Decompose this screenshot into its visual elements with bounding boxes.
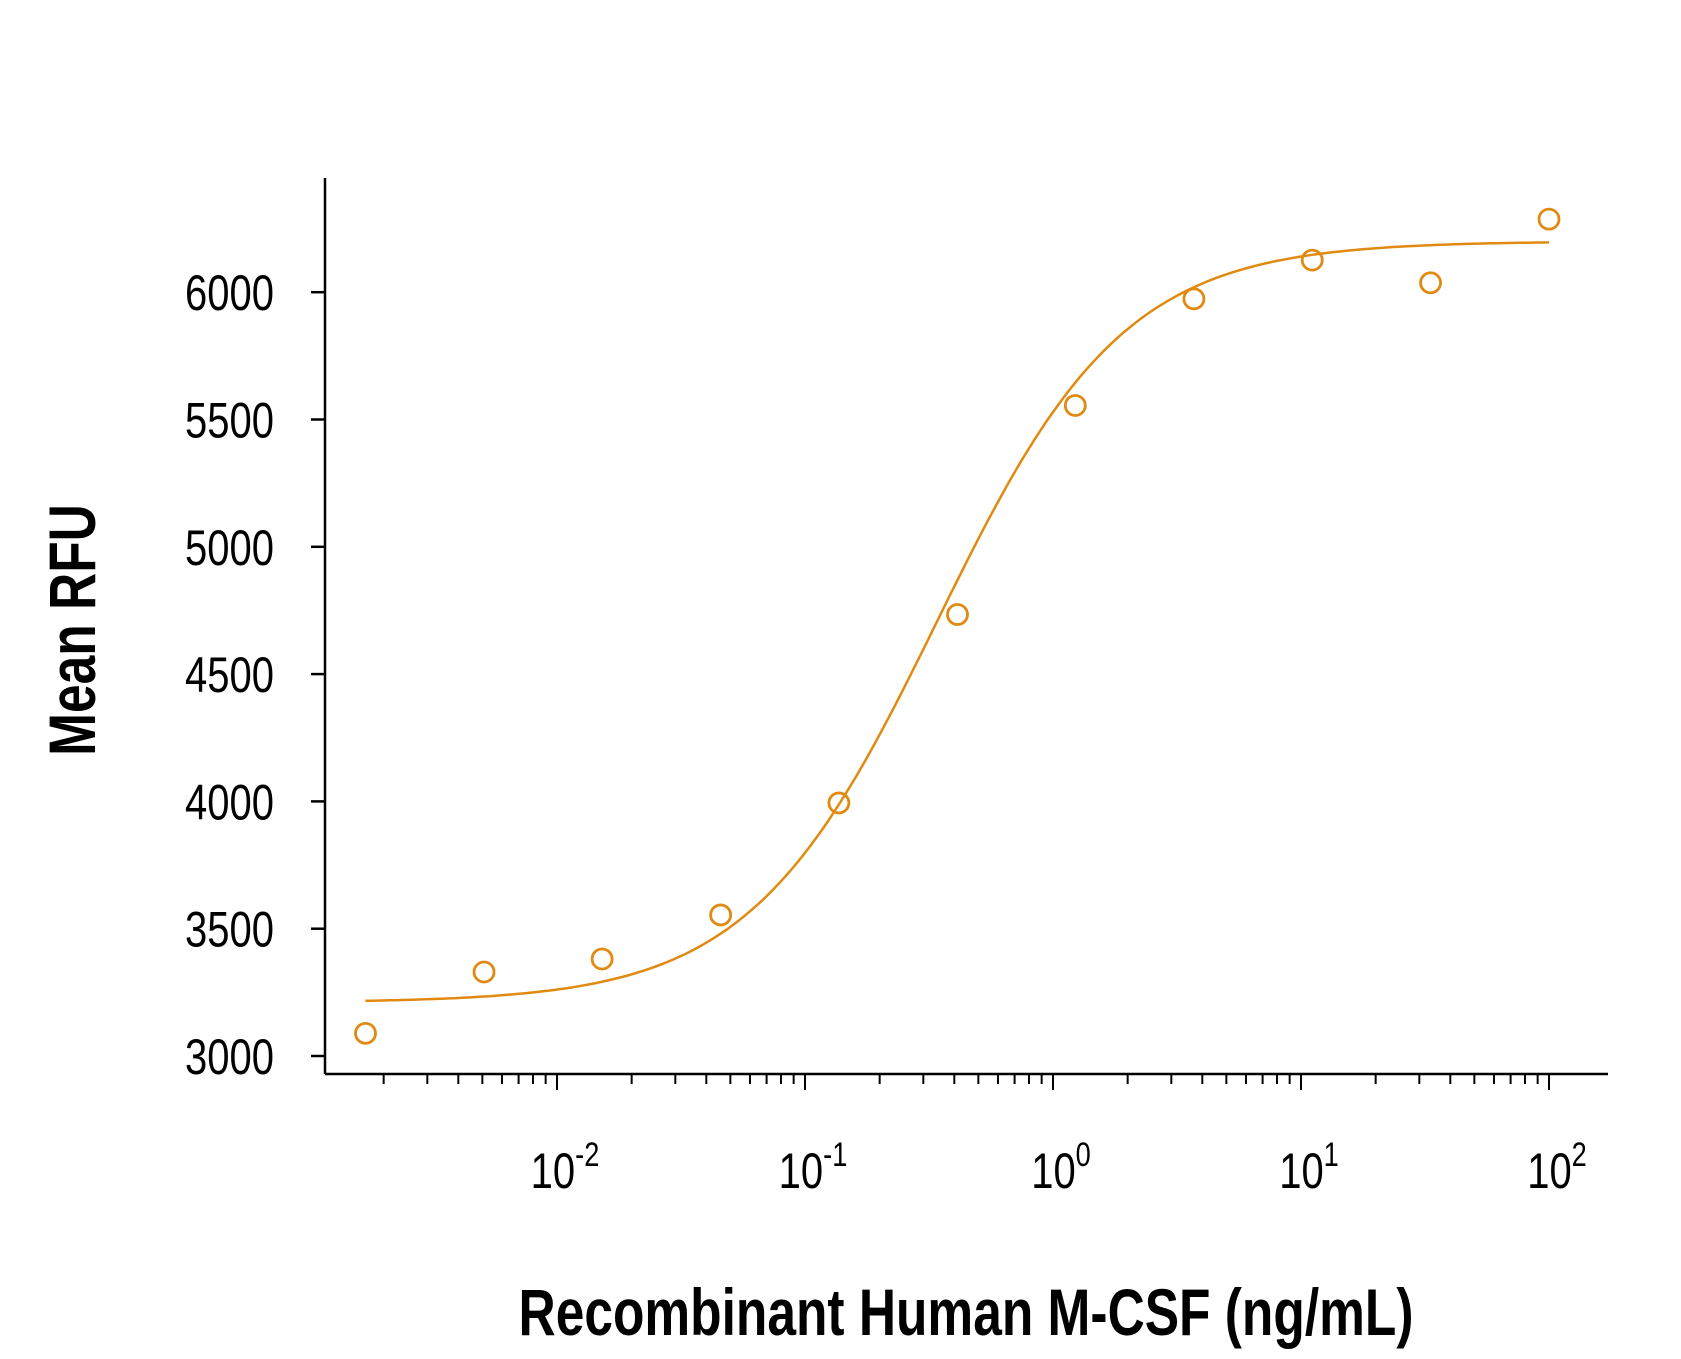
tick-exponent: 2 — [1572, 1135, 1587, 1174]
data-point — [1419, 271, 1442, 295]
tick-exponent: -1 — [823, 1135, 847, 1174]
data-points — [354, 207, 1561, 1045]
x-tick-label: 100 — [1031, 1135, 1091, 1199]
tick-base: 10 — [1527, 1143, 1571, 1199]
y-tick-label: 4500 — [185, 647, 274, 703]
tick-exponent: 1 — [1324, 1135, 1339, 1174]
data-point — [1182, 287, 1206, 311]
data-point — [354, 1021, 377, 1045]
fit-curve-group — [365, 241, 1550, 1003]
data-point — [946, 603, 969, 626]
x-tick-label: 10-2 — [531, 1135, 600, 1199]
tick-exponent: 0 — [1076, 1135, 1091, 1174]
data-point — [1063, 394, 1087, 417]
y-tick-label: 3500 — [185, 901, 274, 957]
x-tick-label: 10-1 — [779, 1135, 848, 1199]
data-point — [1300, 248, 1324, 272]
data-point — [472, 960, 496, 984]
x-tick-label: 101 — [1279, 1135, 1339, 1199]
data-point — [590, 947, 614, 971]
x-axis-title: Recombinant Human M-CSF (ng/mL) — [519, 1275, 1414, 1350]
x-tick-label: 102 — [1527, 1135, 1587, 1199]
tick-base: 10 — [779, 1143, 823, 1199]
y-axis-title: Mean RFU — [35, 504, 110, 756]
y-tick-label: 5000 — [185, 520, 274, 576]
data-point — [709, 903, 733, 927]
y-tick-label: 6000 — [185, 265, 274, 321]
tick-base: 10 — [531, 1143, 575, 1199]
tick-exponent: -2 — [575, 1135, 599, 1174]
data-point — [827, 791, 851, 815]
y-tick-label: 3000 — [185, 1029, 274, 1085]
tick-base: 10 — [1031, 1143, 1075, 1199]
y-tick-label: 5500 — [185, 392, 274, 448]
data-point — [1537, 207, 1561, 231]
y-tick-label: 4000 — [185, 774, 274, 830]
fit-curve — [365, 241, 1550, 1003]
tick-base: 10 — [1279, 1143, 1323, 1199]
